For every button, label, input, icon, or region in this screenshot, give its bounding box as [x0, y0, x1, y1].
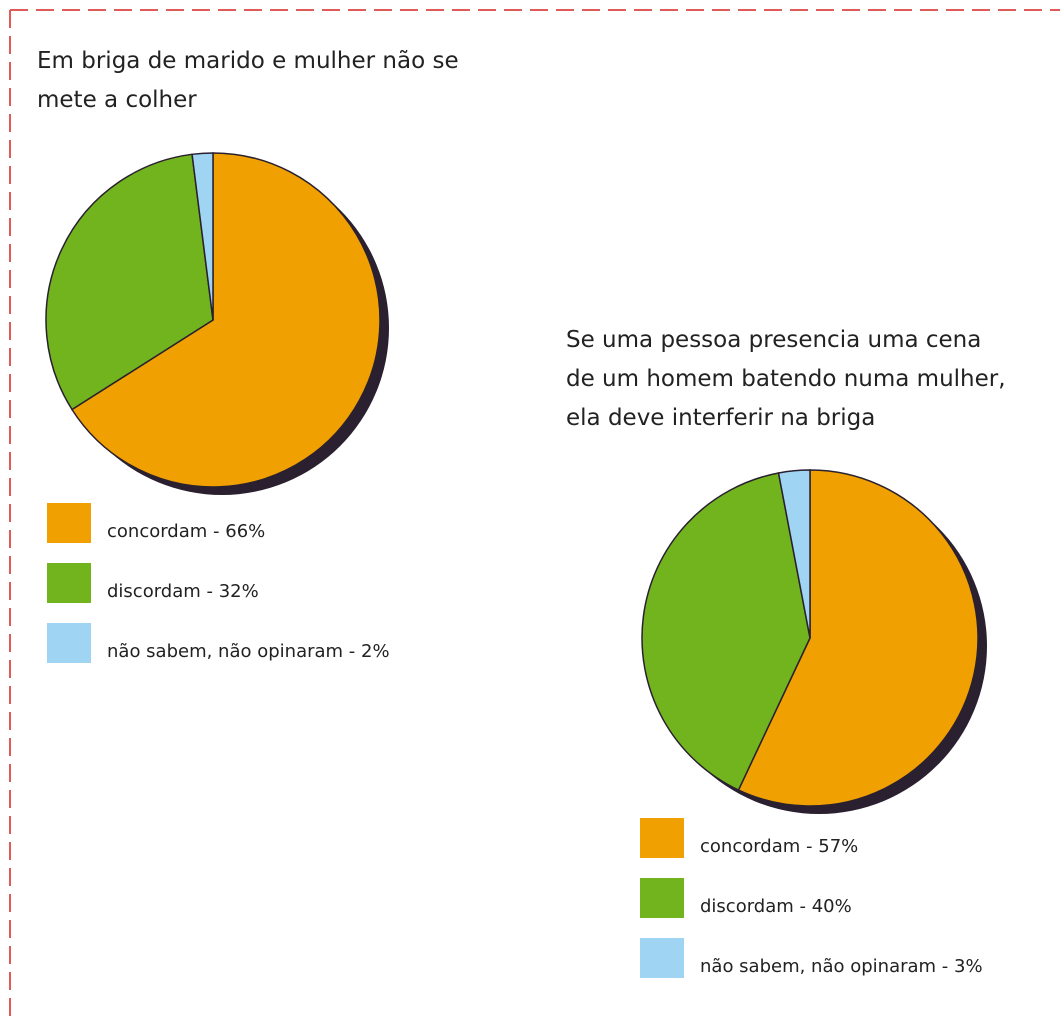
legend-label: concordam - 57%	[700, 836, 858, 857]
legend-swatch	[47, 623, 91, 663]
chart-title: Em briga de marido e mulher não se	[37, 48, 459, 74]
legend-label: discordam - 40%	[700, 896, 852, 917]
legend-label: não sabem, não opinaram - 2%	[107, 641, 390, 662]
pie-slice	[70, 152, 381, 488]
legend-swatch	[640, 938, 684, 978]
chart-title: Se uma pessoa presencia uma cena	[566, 327, 981, 353]
chart-title: mete a colher	[37, 87, 197, 113]
legend-label: concordam - 66%	[107, 521, 265, 542]
legend-swatch	[640, 818, 684, 858]
pie-slice	[45, 153, 214, 411]
legend-swatch	[47, 503, 91, 543]
chart-title: de um homem batendo numa mulher,	[566, 366, 1006, 392]
pie-slice	[191, 152, 214, 321]
legend-label: discordam - 32%	[107, 581, 259, 602]
legend-label: não sabem, não opinaram - 3%	[700, 956, 983, 977]
pie-slice	[737, 469, 979, 807]
legend-swatch	[47, 563, 91, 603]
chart-title: ela deve interferir na briga	[566, 405, 875, 431]
pie-slice	[641, 472, 811, 792]
legend-swatch	[640, 878, 684, 918]
pie-slice	[777, 469, 811, 639]
